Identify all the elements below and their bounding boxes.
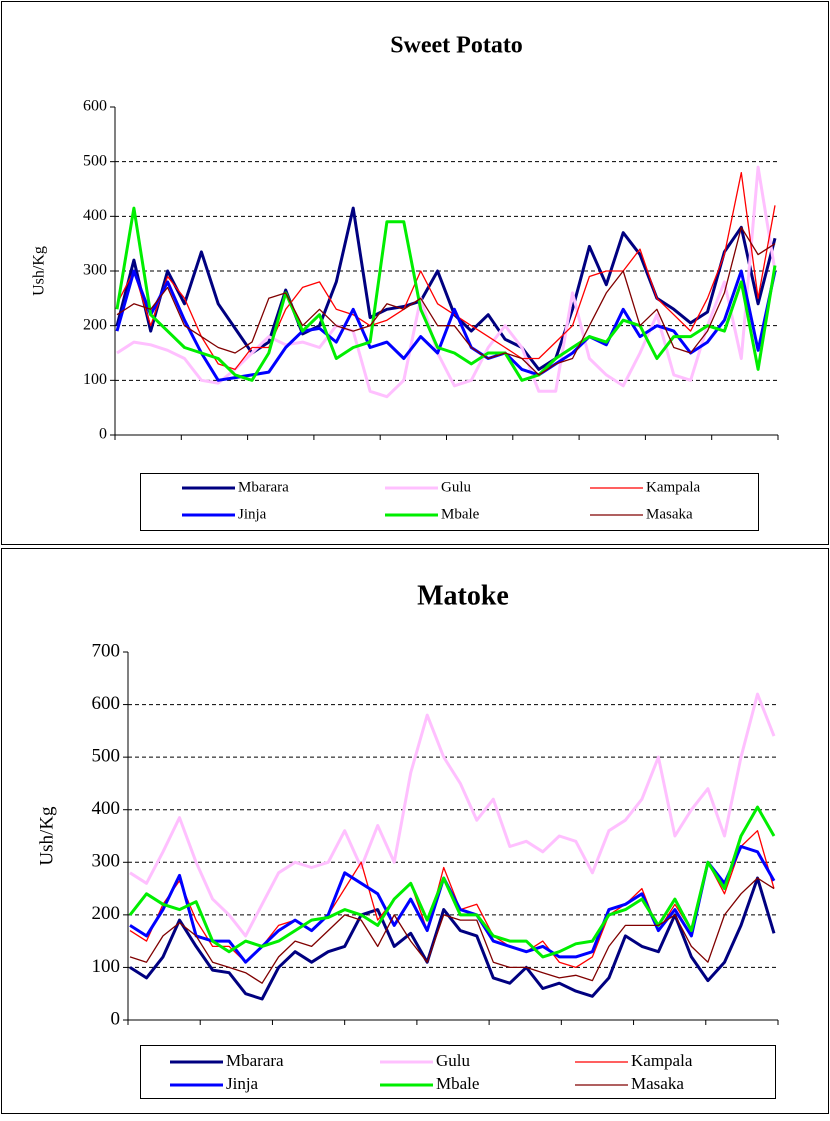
series-line	[116, 226, 776, 376]
series-line	[129, 876, 776, 1001]
chart-title: Matoke	[417, 580, 509, 611]
y-tick-label: 400	[83, 207, 107, 224]
y-tick-label: 300	[92, 851, 121, 872]
legend-label: Kampala	[646, 479, 700, 495]
legend-label: Mbarara	[238, 479, 289, 495]
y-tick-label: 200	[83, 316, 107, 333]
legend-label: Mbale	[436, 1074, 479, 1093]
legend-label: Gulu	[436, 1051, 471, 1070]
legend-box	[140, 1045, 776, 1099]
series-line	[129, 830, 775, 969]
y-tick-label: 500	[83, 152, 107, 169]
chart-title: Sweet Potato	[390, 33, 523, 59]
legend-label: Mbale	[441, 506, 480, 522]
y-tick-label: 0	[99, 426, 107, 443]
y-tick-label: 100	[92, 956, 121, 977]
series-line	[128, 805, 776, 959]
y-tick-label: 300	[83, 262, 107, 279]
series-line	[115, 206, 777, 371]
y-tick-label: 200	[92, 903, 121, 924]
y-tick-label: 0	[111, 1008, 121, 1029]
y-tick-label: 600	[83, 98, 107, 115]
legend-box	[140, 473, 759, 531]
y-tick-label: 700	[92, 640, 121, 661]
panel-border	[1, 548, 829, 1114]
legend-label: Mbarara	[226, 1051, 284, 1070]
series-line	[129, 692, 776, 938]
y-tick-label: 400	[92, 798, 121, 819]
legend-label: Jinja	[226, 1074, 259, 1093]
y-axis-label: Ush/Kg	[31, 246, 48, 296]
y-tick-label: 600	[92, 693, 121, 714]
legend-label: Masaka	[646, 506, 693, 522]
legend-label: Masaka	[631, 1074, 684, 1093]
y-tick-label: 100	[83, 371, 107, 388]
y-axis-label: Ush/Kg	[36, 806, 57, 866]
series-line	[116, 165, 777, 399]
y-tick-label: 500	[92, 746, 121, 767]
legend-label: Kampala	[631, 1051, 693, 1070]
series-line	[129, 877, 775, 984]
legend-label: Gulu	[441, 479, 472, 495]
legend-label: Jinja	[238, 506, 267, 522]
series-line	[115, 206, 777, 382]
